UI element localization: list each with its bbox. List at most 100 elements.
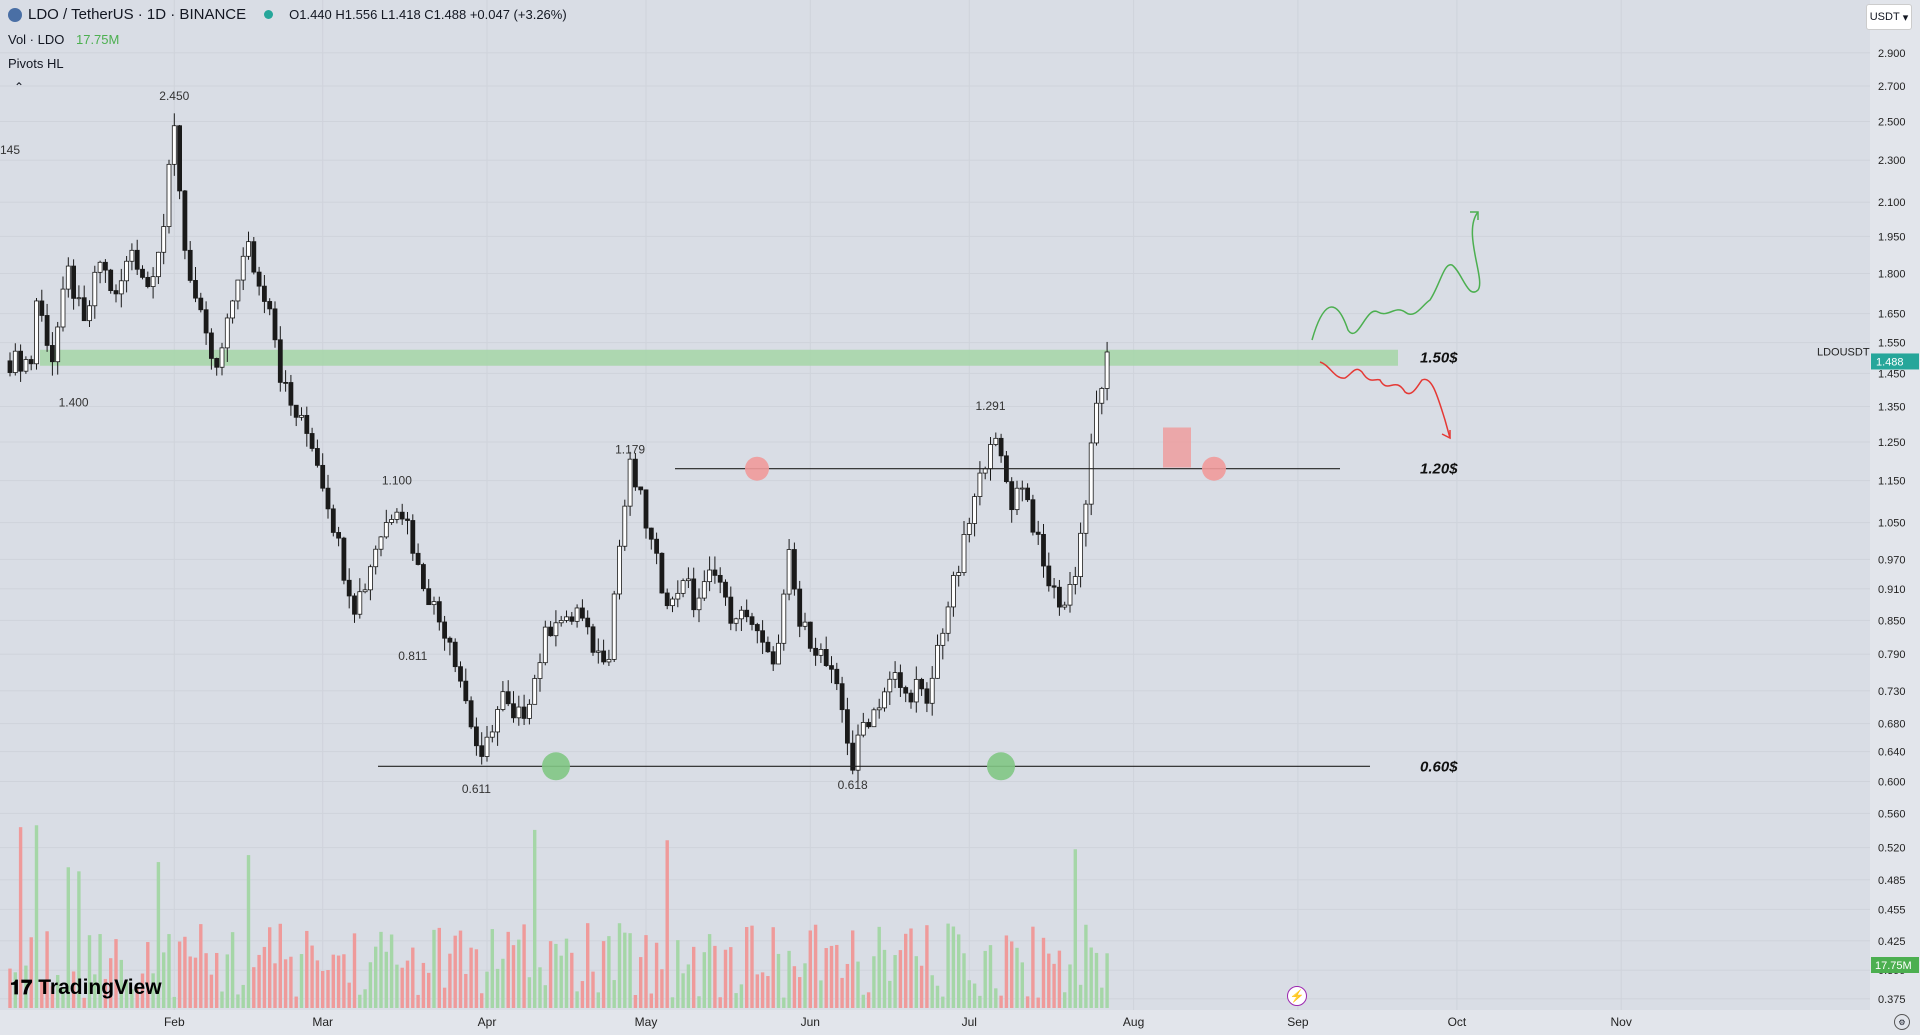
volume-bar <box>71 971 76 1008</box>
candle-body <box>866 722 871 728</box>
candle-body <box>468 700 474 728</box>
volume-bar <box>628 933 632 1008</box>
gear-icon[interactable]: ⚙ <box>1894 1014 1910 1030</box>
tradingview-logo[interactable]: 𝟏𝟕 TradingView <box>10 976 162 1000</box>
volume-bar <box>29 937 33 1008</box>
candle-body <box>739 609 744 620</box>
volume-bar <box>411 947 415 1008</box>
currency-selector[interactable]: USDT ▾ <box>1866 4 1912 30</box>
candle-body <box>92 271 98 307</box>
candle-body <box>1041 534 1046 567</box>
volume-bar <box>676 940 680 1008</box>
volume-bar <box>914 956 918 1008</box>
candle-body <box>473 726 479 747</box>
symbol-title[interactable]: LDO / TetherUS · 1D · BINANCE <box>28 6 247 23</box>
candle-body <box>489 731 495 738</box>
lightning-icon[interactable]: ⚡ <box>1287 986 1307 1006</box>
bullish-scenario-path <box>1311 211 1481 341</box>
volume-bar <box>644 935 648 1008</box>
volume-bar <box>872 956 876 1008</box>
candle-body <box>399 511 405 520</box>
candle-body <box>723 581 728 598</box>
price-axis[interactable]: 2.900 2.700 2.500 2.300 2.100 1.950 1.800 1.650… <box>1817 0 1920 1035</box>
candle-body <box>558 620 564 624</box>
candles <box>7 113 1110 783</box>
volume-bar <box>45 931 49 1008</box>
candle-body <box>654 538 659 554</box>
candle-body <box>733 618 739 624</box>
pivots-indicator-label[interactable]: Pivots HL <box>8 56 64 71</box>
price-tick-label: 1.150 <box>1878 476 1906 488</box>
volume-bar <box>925 925 929 1008</box>
price-tick-label: 0.520 <box>1878 843 1906 855</box>
price-tick-label: 1.550 <box>1878 338 1906 350</box>
candle-body <box>728 596 734 624</box>
candle-body <box>394 511 400 520</box>
volume-bar <box>962 953 966 1008</box>
candle-body <box>34 300 39 365</box>
candle-body <box>383 522 389 538</box>
candle-body <box>717 574 723 583</box>
candle-body <box>346 579 352 597</box>
candle-body <box>155 251 161 278</box>
volume-bar <box>183 936 187 1008</box>
volume-bar <box>188 956 192 1008</box>
candle-body <box>532 678 538 705</box>
price-tick-label: 1.450 <box>1878 368 1906 380</box>
volume-bar <box>972 983 977 1008</box>
symbol-header[interactable]: LDO / TetherUS · 1D · BINANCE O1.440 H1.… <box>8 6 567 23</box>
time-tick-label: Mar <box>312 1015 333 1029</box>
collapse-legend-icon[interactable]: ⌃ <box>14 80 25 94</box>
volume-bar <box>437 927 441 1008</box>
time-tick-label: Aug <box>1123 1015 1144 1029</box>
volume-bar <box>273 963 277 1008</box>
candle-body <box>235 279 241 302</box>
candle-body <box>903 687 909 694</box>
volume-bar <box>798 977 802 1008</box>
volume-bar <box>246 855 251 1008</box>
time-tick-label: May <box>635 1015 658 1029</box>
volume-bar <box>697 996 701 1008</box>
volume-bar <box>808 930 812 1008</box>
currency-selector-label: USDT <box>1869 11 1900 23</box>
price-tick-label: 1.350 <box>1878 401 1906 413</box>
candle-body <box>982 468 988 474</box>
volume-bar <box>167 934 171 1008</box>
volume-bar <box>930 975 934 1008</box>
candle-body <box>267 301 273 310</box>
candle-body <box>807 621 813 649</box>
volume-bars <box>8 825 1109 1008</box>
volume-bar <box>13 972 17 1008</box>
price-tick-label: 2.500 <box>1878 117 1906 129</box>
volume-bar <box>527 977 532 1008</box>
candle-body <box>760 630 765 643</box>
pivot-labels: 145 2.450 1.400 1.100 0.811 1.179 0.611 1.291 0.… <box>0 89 1006 796</box>
candle-body <box>500 691 506 710</box>
resistance-zone <box>40 349 1398 366</box>
price-tick-label: 1.800 <box>1878 268 1906 280</box>
volume-bar <box>501 958 505 1008</box>
volume-bar <box>299 954 304 1008</box>
volume-bar <box>978 995 982 1008</box>
candle-body <box>712 569 718 576</box>
volume-bar <box>1105 953 1109 1008</box>
candle-body <box>182 190 188 251</box>
candle-body <box>1009 481 1015 511</box>
volume-legend-name: Vol · LDO <box>8 32 65 47</box>
candle-body <box>452 641 458 668</box>
volume-bar <box>988 945 993 1008</box>
volume-bar <box>1068 964 1072 1008</box>
volume-bar <box>156 862 161 1008</box>
volume-bar <box>384 951 388 1008</box>
volume-bar <box>782 997 786 1008</box>
volume-bar <box>1041 937 1046 1008</box>
pivot-label: 1.179 <box>615 442 645 456</box>
volume-bar <box>999 995 1003 1008</box>
volume-bar <box>1031 926 1035 1008</box>
time-axis[interactable]: Feb Mar Apr May Jun Jul Aug Sep Oct Nov <box>0 1010 1870 1035</box>
candle-body <box>691 578 697 611</box>
volume-bar <box>1004 935 1009 1008</box>
volume-legend[interactable]: Vol · LDO 17.75M <box>8 32 119 47</box>
candle-body <box>60 288 66 328</box>
